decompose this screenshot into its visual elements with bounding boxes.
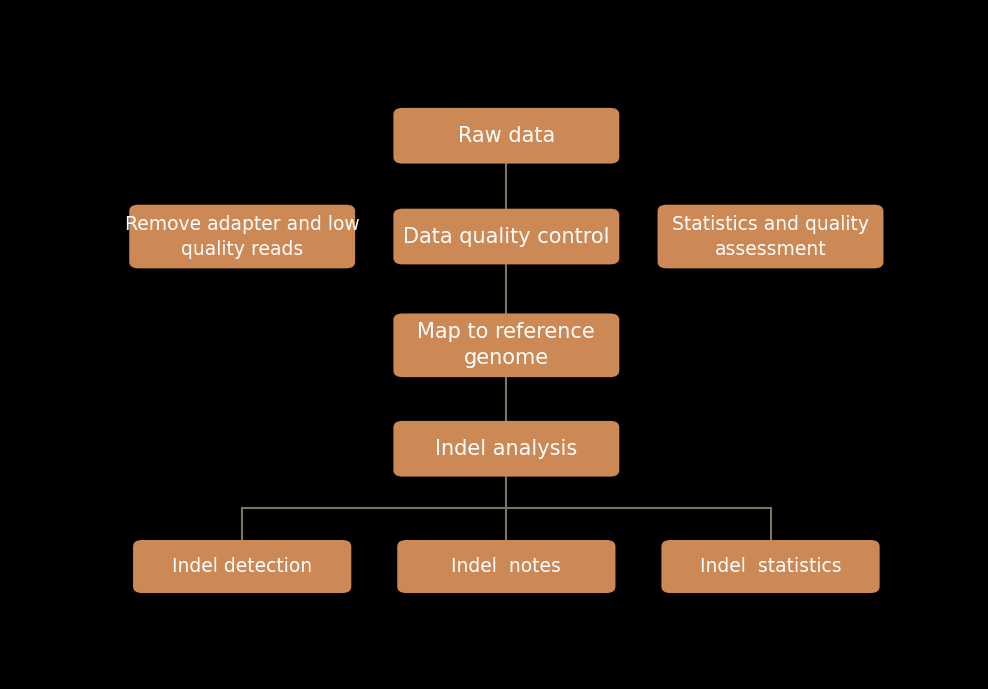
FancyBboxPatch shape bbox=[393, 421, 619, 477]
FancyBboxPatch shape bbox=[393, 108, 619, 163]
Text: Raw data: Raw data bbox=[457, 125, 555, 146]
FancyBboxPatch shape bbox=[129, 205, 355, 268]
Text: Map to reference
genome: Map to reference genome bbox=[418, 322, 595, 369]
Text: Data quality control: Data quality control bbox=[403, 227, 610, 247]
FancyBboxPatch shape bbox=[133, 540, 352, 593]
FancyBboxPatch shape bbox=[661, 540, 879, 593]
FancyBboxPatch shape bbox=[393, 209, 619, 265]
FancyBboxPatch shape bbox=[397, 540, 616, 593]
Text: Indel  notes: Indel notes bbox=[452, 557, 561, 576]
Text: Statistics and quality
assessment: Statistics and quality assessment bbox=[672, 214, 869, 258]
FancyBboxPatch shape bbox=[658, 205, 883, 268]
Text: Remove adapter and low
quality reads: Remove adapter and low quality reads bbox=[124, 214, 360, 258]
Text: Indel detection: Indel detection bbox=[172, 557, 312, 576]
Text: Indel  statistics: Indel statistics bbox=[700, 557, 842, 576]
Text: Indel analysis: Indel analysis bbox=[436, 439, 577, 459]
FancyBboxPatch shape bbox=[393, 313, 619, 377]
